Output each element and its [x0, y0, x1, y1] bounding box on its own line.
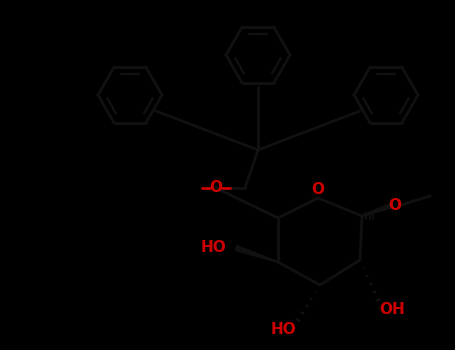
Text: O: O [389, 197, 401, 212]
Text: HO: HO [201, 240, 227, 256]
Polygon shape [235, 246, 278, 262]
Text: OH: OH [379, 302, 405, 317]
Text: O: O [312, 182, 324, 196]
Text: O: O [209, 181, 222, 196]
Polygon shape [362, 203, 394, 216]
Text: HO: HO [271, 322, 297, 337]
